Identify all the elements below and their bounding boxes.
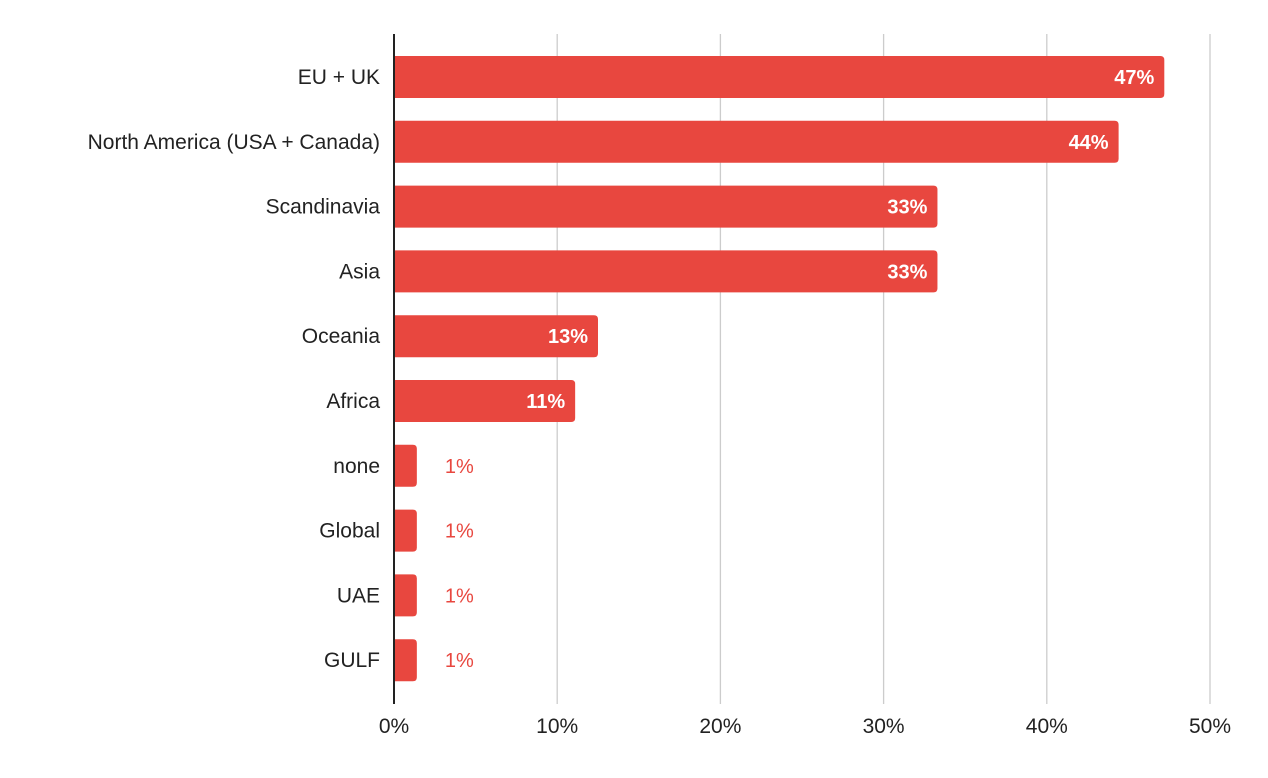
x-tick-label: 10% — [536, 715, 578, 738]
data-label: 47% — [1114, 67, 1154, 89]
data-label: 1% — [445, 521, 474, 543]
bar — [394, 639, 417, 682]
data-label: 1% — [445, 585, 474, 607]
category-label: none — [333, 455, 380, 478]
category-label: Oceania — [302, 325, 381, 348]
bar — [394, 250, 938, 293]
data-label: 11% — [526, 391, 565, 413]
data-label: 1% — [445, 456, 474, 478]
category-label: EU + UK — [298, 66, 380, 89]
bar — [394, 56, 1165, 98]
bar — [394, 574, 417, 617]
data-label: 1% — [445, 650, 474, 672]
category-label: Scandinavia — [266, 196, 381, 219]
data-label: 33% — [887, 261, 927, 283]
bar — [394, 380, 576, 422]
data-label: 33% — [887, 197, 927, 219]
bar — [394, 185, 938, 228]
category-label: UAE — [337, 584, 380, 607]
category-label: Global — [319, 520, 380, 543]
bar — [394, 509, 417, 552]
x-tick-label: 50% — [1189, 715, 1231, 738]
category-label: Asia — [339, 260, 380, 283]
bar — [394, 315, 598, 358]
data-label: 13% — [548, 326, 588, 348]
data-label: 44% — [1069, 132, 1109, 154]
x-tick-label: 30% — [863, 715, 905, 738]
x-tick-label: 0% — [379, 715, 409, 738]
category-label: Africa — [326, 390, 380, 413]
bar — [394, 120, 1119, 163]
bar — [394, 444, 417, 487]
category-label: North America (USA + Canada) — [88, 131, 380, 154]
x-tick-label: 20% — [699, 715, 741, 738]
x-tick-label: 40% — [1026, 715, 1068, 738]
category-label: GULF — [324, 649, 380, 672]
